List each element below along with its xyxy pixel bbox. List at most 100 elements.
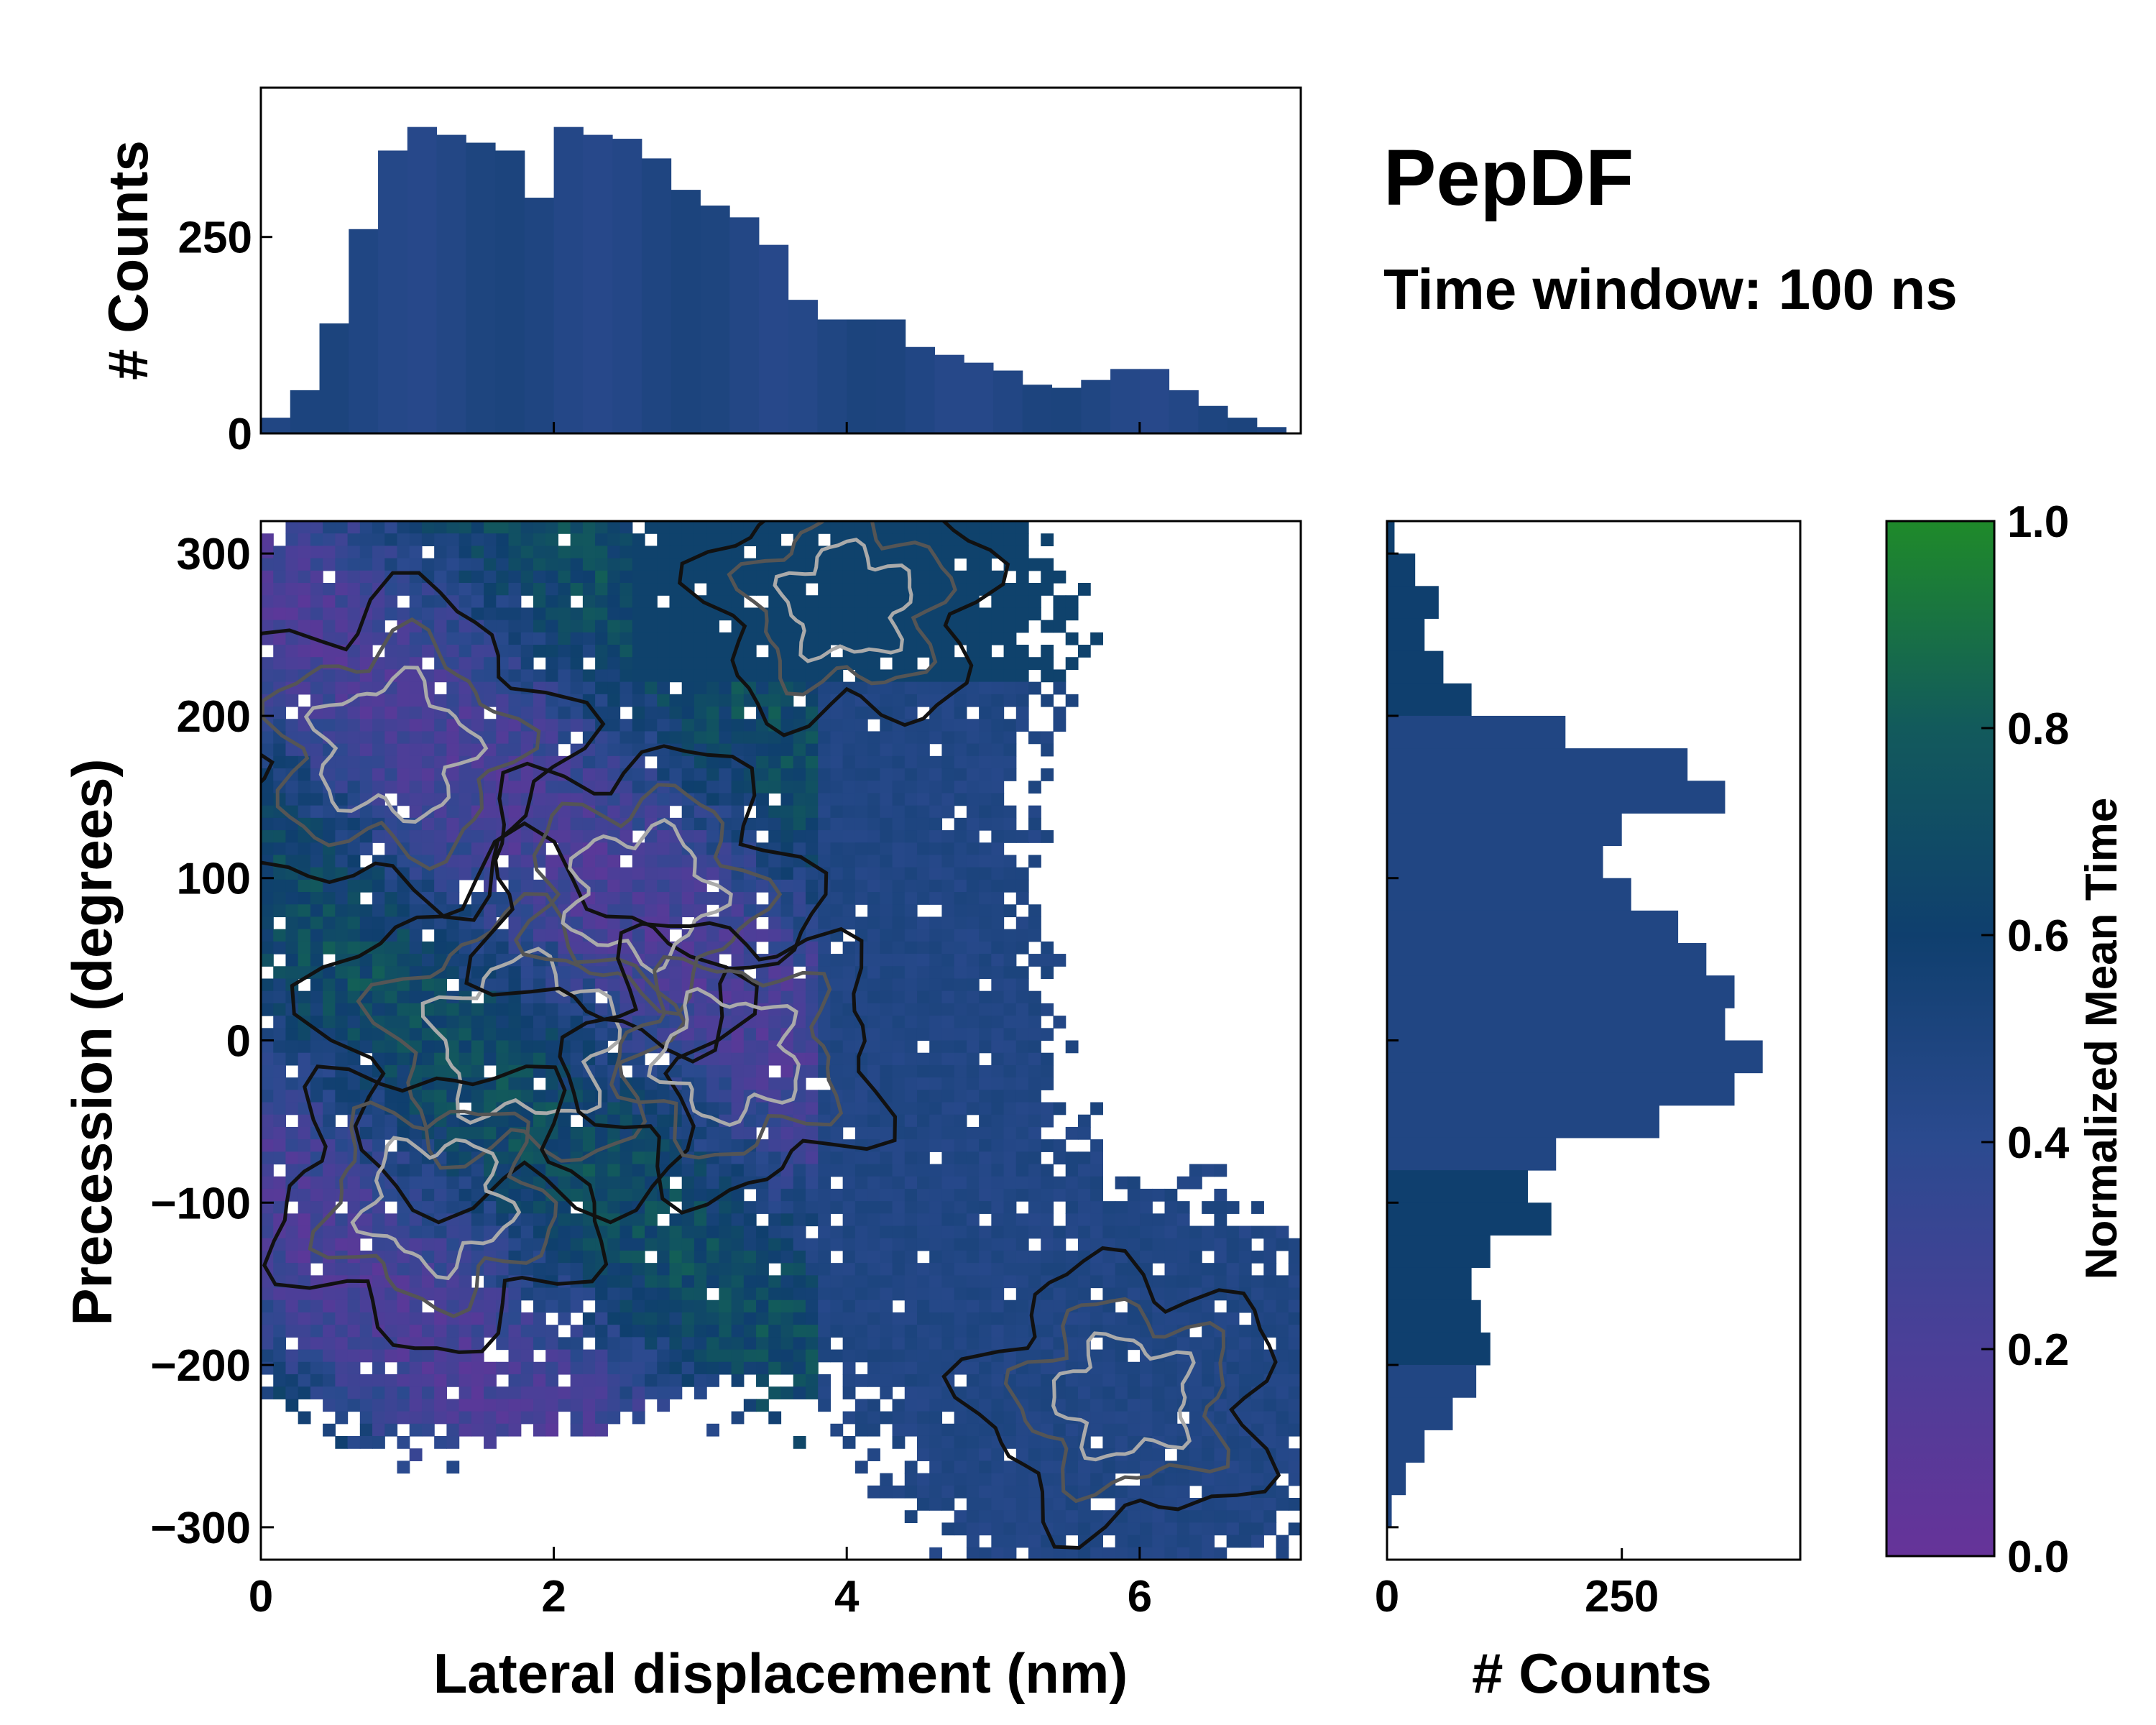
heatmap-cell [854,1374,868,1387]
heatmap-cell [793,1151,806,1165]
heatmap-cell [607,607,621,621]
heatmap-cell [904,731,918,745]
heatmap-cell [484,657,497,671]
heatmap-cell [1028,1139,1041,1152]
heatmap-cell [409,546,423,559]
heatmap-cell [484,1423,497,1437]
heatmap-cell [916,546,930,559]
heatmap-cell [397,966,410,980]
heatmap-cell [545,867,559,880]
heatmap-cell [323,546,336,559]
heatmap-cell [867,966,880,980]
heatmap-cell [607,719,621,732]
heatmap-cell [335,1225,349,1239]
heatmap-cell [508,879,522,893]
heatmap-cell [434,755,447,769]
heatmap-cell [731,990,745,1004]
heatmap-cell [285,570,299,584]
heatmap-cell [1152,1423,1166,1437]
heatmap-cell [558,1225,571,1239]
heatmap-cell [273,966,287,980]
heatmap-cell [619,546,633,559]
heatmap-cell [421,1201,435,1214]
heatmap-cell [1003,929,1017,942]
heatmap-cell [657,533,671,547]
heatmap-cell [1115,1435,1128,1449]
heatmap-cell [1028,1201,1041,1214]
heatmap-cell [1102,1201,1116,1214]
heatmap-cell [323,830,336,843]
heatmap-cell [694,1064,707,1078]
heatmap-cell [347,595,361,609]
heatmap-cell [979,570,992,584]
heatmap-cell [867,867,880,880]
heatmap-cell [261,1114,274,1128]
heatmap-cell [842,570,856,584]
heatmap-cell [261,1028,274,1041]
heatmap-cell [991,1473,1005,1486]
heatmap-cell [645,731,658,745]
heatmap-cell [619,781,633,794]
heatmap-cell [285,1164,299,1177]
heatmap-cell [768,1201,782,1214]
heatmap-cell [657,768,671,781]
heatmap-cell [632,1411,645,1425]
heatmap-cell [818,1374,831,1387]
heatmap-cell [310,755,323,769]
heatmap-cell [941,1250,955,1264]
heatmap-cell [867,1349,880,1363]
heatmap-cell [310,1052,323,1066]
heatmap-cell [409,966,423,980]
heatmap-cell [434,583,447,596]
heatmap-cell [941,990,955,1004]
heatmap-cell [533,558,546,571]
heatmap-cell [384,755,398,769]
heatmap-cell [645,1114,658,1128]
heatmap-cell [731,1349,745,1363]
heatmap-cell [954,1139,967,1152]
heatmap-cell [1152,1213,1166,1227]
heatmap-cell [979,731,992,745]
heatmap-cell [916,867,930,880]
heatmap-cell [619,583,633,596]
heatmap-cell [520,707,534,719]
heatmap-cell [632,657,645,671]
heatmap-cell [966,1411,980,1425]
heatmap-cell [632,817,645,831]
heatmap-cell [904,954,918,967]
heatmap-cell [979,904,992,918]
heatmap-cell [941,595,955,609]
heatmap-cell [854,1287,868,1301]
heatmap-cell [657,781,671,794]
heatmap-cell [954,1411,967,1425]
heatmap-cell [1041,620,1054,633]
heatmap-cell [570,533,584,547]
heatmap-cell [681,817,695,831]
heatmap-cell [681,1287,695,1301]
heatmap-cell [916,681,930,695]
heatmap-cell [359,1399,373,1412]
heatmap-cell [1028,1064,1041,1078]
heatmap-cell [1115,1275,1128,1289]
heatmap-cell [434,978,447,992]
heatmap-cell [632,867,645,880]
heatmap-cell [954,1386,967,1399]
heatmap-cell [805,1040,819,1054]
heatmap-cell [508,1399,522,1412]
heatmap-cell [1090,1423,1103,1437]
heatmap-cell [471,1213,484,1227]
heatmap-cell [359,805,373,819]
heatmap-cell [929,1238,943,1251]
heatmap-cell [793,879,806,893]
heatmap-cell [916,781,930,794]
heatmap-cell [558,1312,571,1325]
heatmap-cell [434,719,447,732]
heatmap-cell [805,793,819,806]
heatmap-cell [273,1386,287,1399]
heatmap-cell [434,1374,447,1387]
heatmap-cell [409,755,423,769]
heatmap-cell [520,1312,534,1325]
heatmap-cell [706,830,719,843]
heatmap-cell [979,620,992,633]
heatmap-cell [1041,743,1054,757]
